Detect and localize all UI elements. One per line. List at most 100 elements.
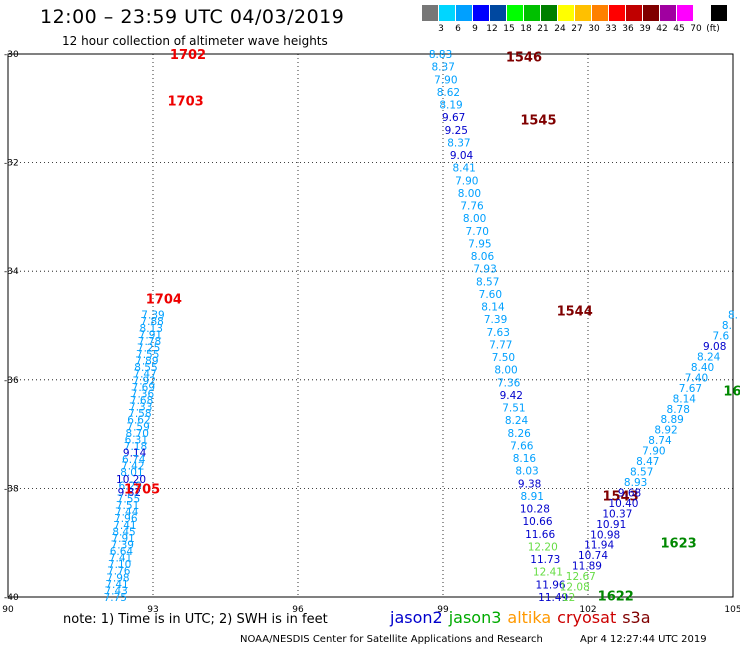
pass-time-label: 1544 <box>557 304 593 319</box>
swh-value-label: 12.20 <box>528 541 558 553</box>
color-scale-label: 3 <box>438 24 444 34</box>
swh-value-label: 7.66 <box>510 440 534 452</box>
swh-value-label: 8.57 <box>630 467 653 479</box>
swh-value-label: 7.60 <box>479 289 502 301</box>
swh-value-label: 7.93 <box>473 264 496 276</box>
legend-item-cryosat: cryosat <box>557 608 617 627</box>
swh-value-label: 7.40 <box>685 372 708 384</box>
swh-value-label: 8.00 <box>494 365 517 377</box>
map-title: 12:00 – 23:59 UTC 04/03/2019 <box>40 6 345 28</box>
x-tick-label: 90 <box>2 605 14 615</box>
pass-time-label: 1702 <box>170 48 206 63</box>
footnote: note: 1) Time is in UTC; 2) SWH is in fe… <box>63 612 328 627</box>
swh-value-label: 8.89 <box>660 414 683 426</box>
pass-time-label: 1705 <box>124 482 160 497</box>
color-swatch <box>711 5 727 21</box>
pass-time-label: 1704 <box>146 292 182 307</box>
pass-time-label: 1703 <box>168 95 204 110</box>
swh-value-label: 7.77 <box>489 339 512 351</box>
swh-value-label: 8.62 <box>437 87 460 99</box>
swh-value-label: 8. <box>728 310 738 322</box>
swh-value-label: 11.94 <box>584 540 614 552</box>
swh-value-label: 9.82 <box>118 487 141 499</box>
swh-value-label: 8.14 <box>481 302 505 314</box>
color-scale-label: 15 <box>503 24 515 34</box>
swh-value-label: 7.41 <box>113 520 136 532</box>
color-swatch <box>677 5 693 21</box>
swh-value-label: 7.90 <box>642 446 665 458</box>
swh-value-label: 7.92 <box>133 375 156 387</box>
swh-value-label: 7.88 <box>140 316 163 328</box>
swh-value-label: 7.58 <box>128 408 151 420</box>
satellite-legend: jason2 jason3 altika cryosat s3a <box>390 608 657 627</box>
swh-value-label: 10.37 <box>602 508 632 520</box>
color-swatch <box>694 5 710 21</box>
swh-value-label: 10.74 <box>578 550 608 562</box>
swh-value-label: 7.55 <box>136 349 159 361</box>
swh-value-label: 8.00 <box>458 188 481 200</box>
legend-item-s3a: s3a <box>622 608 651 627</box>
color-swatch <box>541 5 557 21</box>
x-tick-label: 102 <box>579 605 596 615</box>
swh-value-label: 8.24 <box>505 415 529 427</box>
swh-value-label: 10.66 <box>522 516 552 528</box>
swh-value-label: 7.25 <box>137 342 160 354</box>
swh-value-label: 6.74 <box>122 454 146 466</box>
swh-value-label: 9.38 <box>518 478 541 490</box>
color-swatch <box>660 5 676 21</box>
swh-value-label: 7.6 <box>712 331 729 343</box>
swh-value-label: 8.37 <box>432 62 455 74</box>
color-swatch <box>439 5 455 21</box>
color-swatch <box>422 5 438 21</box>
legend-item-jason2: jason2 <box>390 608 443 627</box>
swh-value-label: 7.76 <box>107 566 131 578</box>
swh-value-label: 8.37 <box>447 137 470 149</box>
swh-value-label: 7.90 <box>434 74 457 86</box>
generation-timestamp: Apr 4 12:27:44 UTC 2019 <box>580 634 707 645</box>
map-subtitle: 12 hour collection of altimeter wave hei… <box>62 34 328 48</box>
swh-value-label: 8.70 <box>126 428 149 440</box>
color-scale-label: 27 <box>571 24 583 34</box>
swh-value-label: 7.42 <box>121 461 144 473</box>
swh-value-label: 8.91 <box>521 491 544 503</box>
swh-value-label: 7.33 <box>129 402 152 414</box>
swh-value-label: 6.29 <box>119 480 142 492</box>
swh-value-label: 7.39 <box>484 314 507 326</box>
color-swatch <box>456 5 472 21</box>
swh-value-label: 7.51 <box>116 500 139 512</box>
swh-value-label: 7.39 <box>141 310 164 322</box>
pass-time-label: 16 <box>723 385 740 400</box>
swh-value-label: 8.92 <box>654 425 677 437</box>
swh-value-label: 8.45 <box>112 526 135 538</box>
swh-value-label: 7.89 <box>135 356 158 368</box>
pass-time-label: 1546 <box>506 51 542 66</box>
swh-value-label: 8.26 <box>507 428 531 440</box>
swh-value-label: 7.98 <box>106 572 129 584</box>
swh-value-label: 7.36 <box>497 377 521 389</box>
swh-value-label: 7.59 <box>126 421 149 433</box>
pass-time-label: 1543 <box>603 489 639 504</box>
swh-value-label: 12.67 <box>566 571 596 583</box>
swh-value-label: 6.64 <box>110 546 134 558</box>
y-tick-label: -36 <box>4 376 19 386</box>
legend-item-altika: altika <box>507 608 552 627</box>
swh-value-label: 10.40 <box>608 498 638 510</box>
swh-value-label: 7.55 <box>117 494 140 506</box>
swh-value-label: 6.31 <box>125 434 148 446</box>
color-scale-label: 42 <box>656 24 668 34</box>
swh-value-label: 7.96 <box>114 513 138 525</box>
color-scale-label: 24 <box>554 24 566 34</box>
color-swatch <box>507 5 523 21</box>
pass-time-label: 1622 <box>598 589 634 604</box>
color-scale-label: 45 <box>673 24 685 34</box>
color-scale-label: 39 <box>639 24 651 34</box>
swh-value-label: 11.73 <box>530 554 560 566</box>
swh-value-label: 8.03 <box>515 466 538 478</box>
color-swatch <box>575 5 591 21</box>
y-tick-label: -40 <box>4 593 19 603</box>
color-swatch <box>609 5 625 21</box>
swh-value-label: 7.78 <box>138 336 161 348</box>
swh-value-label: 11.96 <box>536 579 566 591</box>
color-swatch <box>643 5 659 21</box>
color-swatch <box>558 5 574 21</box>
